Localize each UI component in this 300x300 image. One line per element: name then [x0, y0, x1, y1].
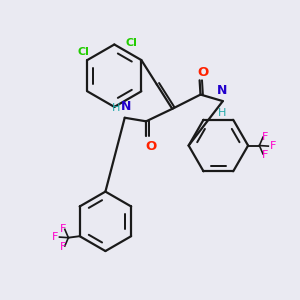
Text: N: N: [217, 84, 227, 97]
Text: F: F: [60, 242, 66, 252]
Text: Cl: Cl: [126, 38, 137, 48]
Text: F: F: [262, 150, 268, 160]
Text: F: F: [270, 141, 276, 151]
Text: N: N: [121, 100, 131, 113]
Text: H: H: [218, 108, 226, 118]
Text: F: F: [52, 232, 58, 242]
Text: F: F: [262, 132, 268, 142]
Text: H: H: [112, 103, 120, 113]
Text: O: O: [146, 140, 157, 153]
Text: F: F: [60, 224, 66, 234]
Text: O: O: [198, 66, 209, 79]
Text: Cl: Cl: [78, 46, 90, 56]
